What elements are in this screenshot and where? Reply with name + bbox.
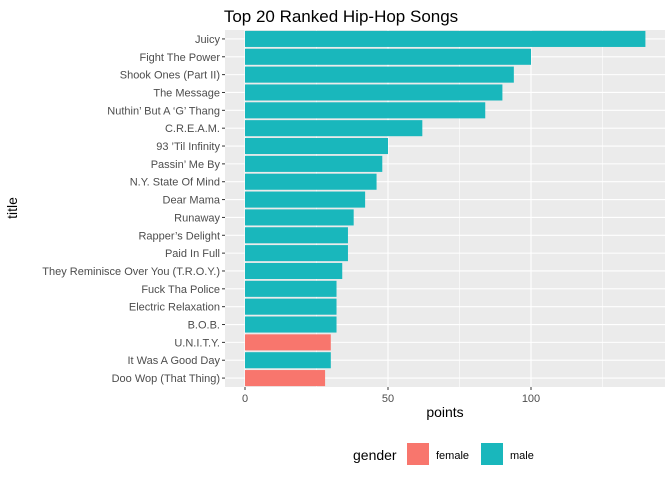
y-tick-label: Paid In Full — [165, 248, 220, 260]
y-tick-label: Shook Ones (Part II) — [120, 70, 220, 82]
y-tick-labels: Juicy Fight The Power Shook Ones (Part II)… — [42, 34, 225, 385]
bar — [245, 227, 348, 244]
bar — [245, 30, 646, 47]
legend-title: gender — [353, 447, 397, 463]
bar — [245, 245, 348, 262]
plot-panel — [225, 30, 665, 387]
y-tick-label: Electric Relaxation — [129, 302, 220, 314]
bar — [245, 137, 388, 155]
bar — [245, 120, 423, 137]
y-tick-label: Fight The Power — [139, 52, 220, 64]
x-tick-label: 100 — [522, 393, 540, 405]
bar — [245, 209, 354, 226]
bar — [245, 370, 326, 387]
legend-label-female: female — [436, 450, 469, 462]
y-tick-label: Nuthin’ But A ‘G’ Thang — [107, 105, 220, 117]
y-tick-label: U.N.I.T.Y. — [174, 337, 220, 349]
y-tick-label: Rapper’s Delight — [138, 230, 220, 242]
legend: gender female male — [353, 443, 534, 465]
y-tick-label: Dear Mama — [163, 195, 221, 207]
y-tick-label: C.R.E.A.M. — [165, 123, 220, 135]
y-tick-label: Doo Wop (That Thing) — [112, 373, 220, 385]
y-tick-label: 93 ’Til Infinity — [156, 141, 220, 153]
bar — [245, 280, 337, 297]
y-tick-label: Fuck Tha Police — [141, 284, 220, 296]
bar — [245, 173, 377, 190]
y-tick-label: Juicy — [195, 34, 221, 46]
bar — [245, 262, 343, 280]
bar — [245, 316, 337, 333]
bar — [245, 84, 503, 101]
x-tick-label: 50 — [382, 393, 394, 405]
x-tick-label: 0 — [242, 393, 248, 405]
bar — [245, 155, 383, 172]
y-tick-label: Runaway — [174, 212, 220, 224]
y-tick-label: N.Y. State Of Mind — [130, 177, 220, 189]
y-tick-label: It Was A Good Day — [127, 355, 220, 367]
legend-swatch-male — [481, 443, 503, 465]
bar — [245, 334, 331, 351]
bar — [245, 298, 337, 315]
bar — [245, 352, 331, 369]
legend-label-male: male — [510, 450, 534, 462]
bar — [245, 48, 531, 65]
bar — [245, 102, 486, 119]
x-tick-labels: 0 50 100 — [242, 387, 540, 405]
y-axis-label: title — [4, 197, 20, 219]
bar — [245, 66, 514, 83]
y-tick-label: They Reminisce Over You (T.R.O.Y.) — [42, 266, 220, 278]
chart-title: Top 20 Ranked Hip-Hop Songs — [224, 7, 458, 26]
y-tick-label: B.O.B. — [188, 320, 220, 332]
y-tick-label: Passin’ Me By — [151, 159, 221, 171]
y-tick-label: The Message — [153, 87, 220, 99]
bar — [245, 191, 366, 208]
x-axis-label: points — [426, 404, 463, 420]
legend-swatch-female — [407, 443, 429, 465]
bars — [245, 30, 646, 387]
